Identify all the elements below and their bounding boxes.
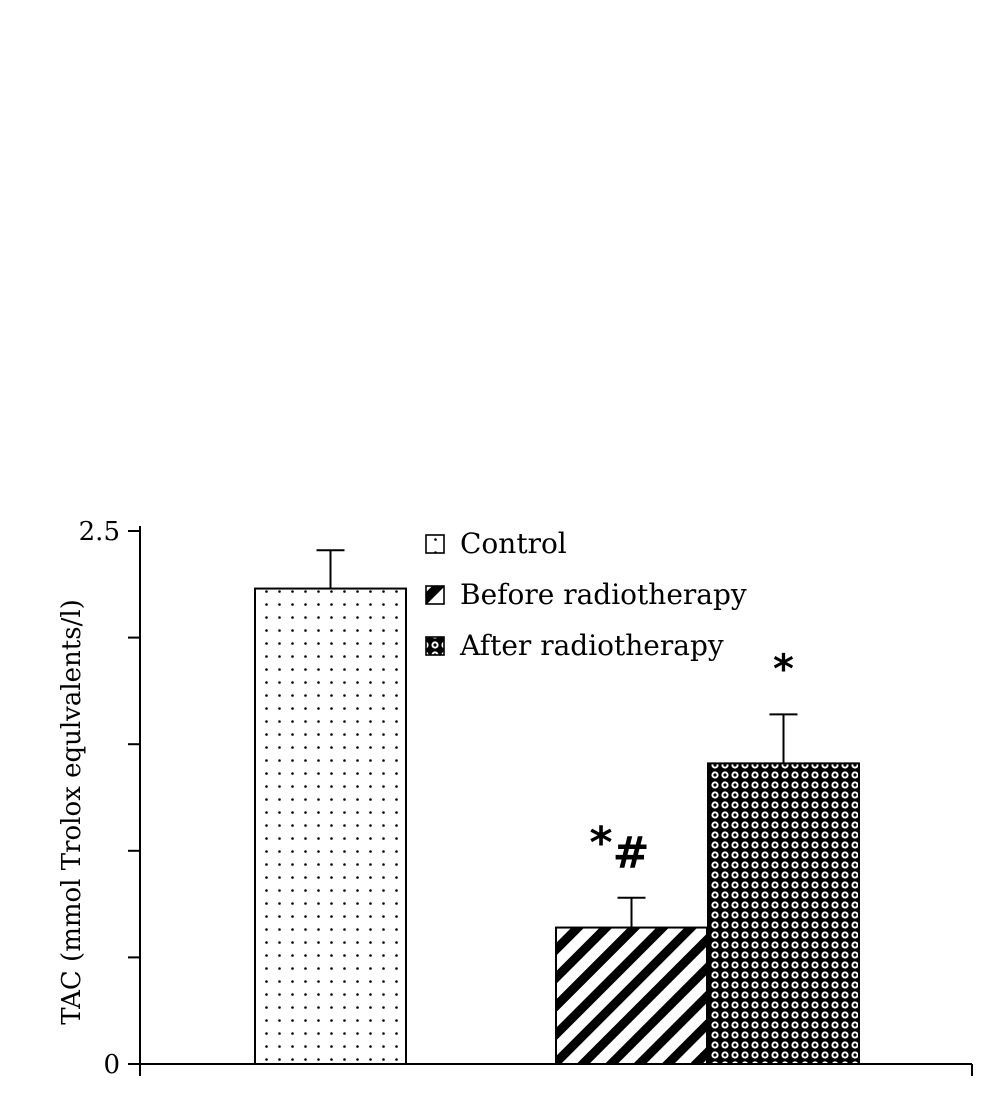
significance-text: *# bbox=[590, 818, 650, 879]
legend: Control Before radiotherapy After radiothe… bbox=[425, 527, 747, 662]
y-tick-label: 0 bbox=[103, 1050, 120, 1080]
legend-label-before-radiotherapy: Before radiotherapy bbox=[460, 578, 747, 611]
significance-text: * bbox=[773, 646, 794, 692]
y-ticks: 02.5 bbox=[79, 517, 140, 1080]
bar-after-radiotherapy bbox=[707, 762, 860, 1065]
bar-before-radiotherapy bbox=[555, 926, 708, 1065]
legend-swatch-after-radiotherapy bbox=[425, 636, 445, 656]
legend-label-after-radiotherapy: After radiotherapy bbox=[459, 629, 724, 662]
bars: *# * bbox=[254, 549, 860, 1066]
y-tick-label: 2.5 bbox=[79, 517, 120, 547]
legend-swatch-control bbox=[425, 534, 445, 554]
legend-swatch-before-radiotherapy bbox=[425, 585, 445, 605]
significance-marker-before-radiotherapy: *# bbox=[590, 818, 650, 879]
legend-label-control: Control bbox=[460, 527, 567, 560]
significance-marker-after-radiotherapy: * bbox=[773, 646, 794, 692]
bar-control bbox=[254, 587, 407, 1066]
y-axis-label: TAC (mmol Trolox equlvalents/l) bbox=[57, 599, 87, 1025]
